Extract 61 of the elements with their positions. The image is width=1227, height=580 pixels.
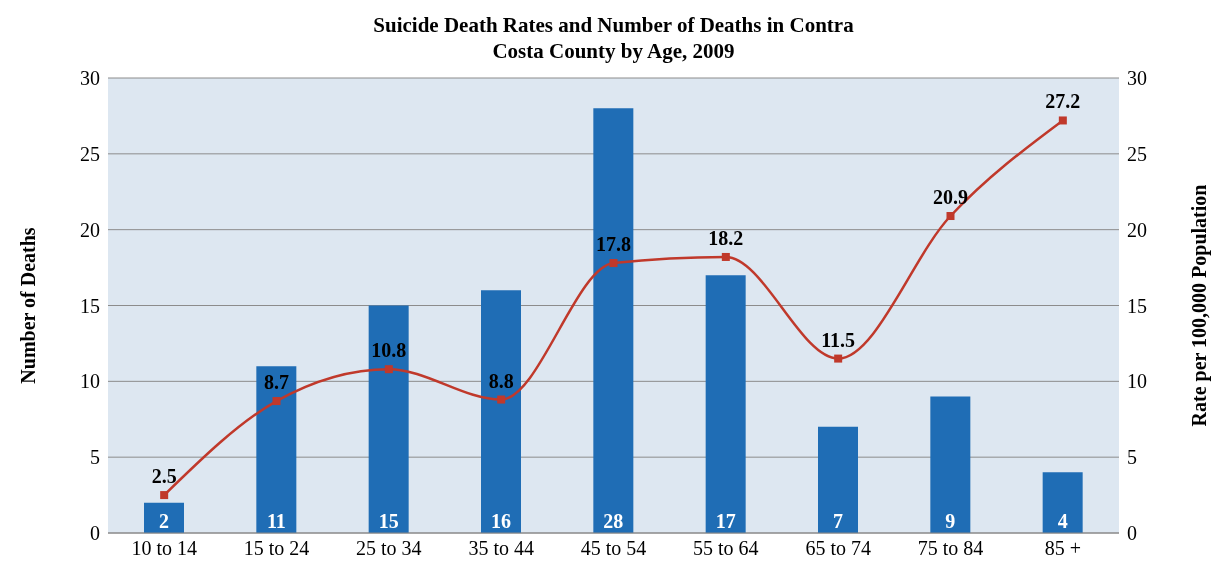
data-label: 11 xyxy=(266,510,286,532)
data-label: 4 xyxy=(1057,510,1068,532)
y-tick-label: 20 xyxy=(80,218,100,241)
bar xyxy=(256,366,297,533)
data-label: 11.5 xyxy=(821,328,856,351)
bar xyxy=(368,305,409,533)
x-tick-label: 75 to 84 xyxy=(917,537,984,560)
y2-tick-label: 30 xyxy=(1127,67,1147,90)
y-tick-label: 25 xyxy=(80,142,100,165)
y2-axis-title: Rate per 100,000 Population xyxy=(1188,184,1212,427)
y-tick-label: 5 xyxy=(90,446,100,469)
point xyxy=(609,259,618,268)
point xyxy=(721,252,730,261)
y-tick-label: 30 xyxy=(80,67,100,90)
point xyxy=(497,395,506,404)
bar xyxy=(593,108,634,533)
chart-title: Suicide Death Rates and Number of Deaths in Contra Costa County by Age, 2009 xyxy=(372,12,855,65)
data-label: 27.2 xyxy=(1045,90,1081,113)
point xyxy=(1058,116,1067,125)
bar xyxy=(705,275,746,533)
data-label: 18.2 xyxy=(708,226,744,249)
bar xyxy=(1042,472,1083,533)
y-tick-label: 0 xyxy=(90,522,100,545)
y2-tick-label: 0 xyxy=(1127,522,1137,545)
point xyxy=(384,365,393,374)
bar xyxy=(481,290,521,533)
point xyxy=(834,354,843,363)
point xyxy=(946,212,955,221)
x-tick-label: 55 to 64 xyxy=(693,537,759,560)
data-label: 7 xyxy=(833,510,843,532)
data-label: 17 xyxy=(715,510,736,532)
y-axis-title: Number of Deaths xyxy=(17,227,40,384)
y2-tick-label: 15 xyxy=(1127,294,1147,317)
data-label: 28 xyxy=(603,510,624,532)
bar xyxy=(930,396,971,533)
x-tick-label: 25 to 34 xyxy=(356,537,422,560)
y-tick-label: 10 xyxy=(80,370,100,393)
x-tick-label: 85 + xyxy=(1044,537,1081,560)
data-label: 2 xyxy=(159,510,169,532)
bar xyxy=(818,426,858,533)
x-tick-label: 35 to 44 xyxy=(468,537,534,560)
y2-tick-label: 5 xyxy=(1127,446,1137,469)
point xyxy=(160,491,169,500)
x-tick-label: 65 to 74 xyxy=(805,537,871,560)
data-label: 8.7 xyxy=(264,371,289,394)
data-label: 8.8 xyxy=(488,369,514,392)
data-label: 9 xyxy=(945,510,956,532)
x-tick-label: 15 to 24 xyxy=(243,537,310,560)
y2-tick-label: 25 xyxy=(1127,142,1147,165)
data-label: 10.8 xyxy=(371,339,407,362)
x-tick-label: 45 to 54 xyxy=(580,537,647,560)
y-tick-label: 15 xyxy=(80,294,100,317)
data-label: 20.9 xyxy=(933,186,968,209)
data-label: 2.5 xyxy=(151,465,177,488)
y2-tick-label: 10 xyxy=(1127,370,1147,393)
data-label: 17.8 xyxy=(596,233,631,256)
data-label: 16 xyxy=(491,510,511,532)
data-label: 15 xyxy=(378,510,399,532)
point xyxy=(272,397,281,406)
x-tick-label: 10 to 14 xyxy=(131,537,197,560)
y2-tick-label: 20 xyxy=(1127,218,1147,241)
